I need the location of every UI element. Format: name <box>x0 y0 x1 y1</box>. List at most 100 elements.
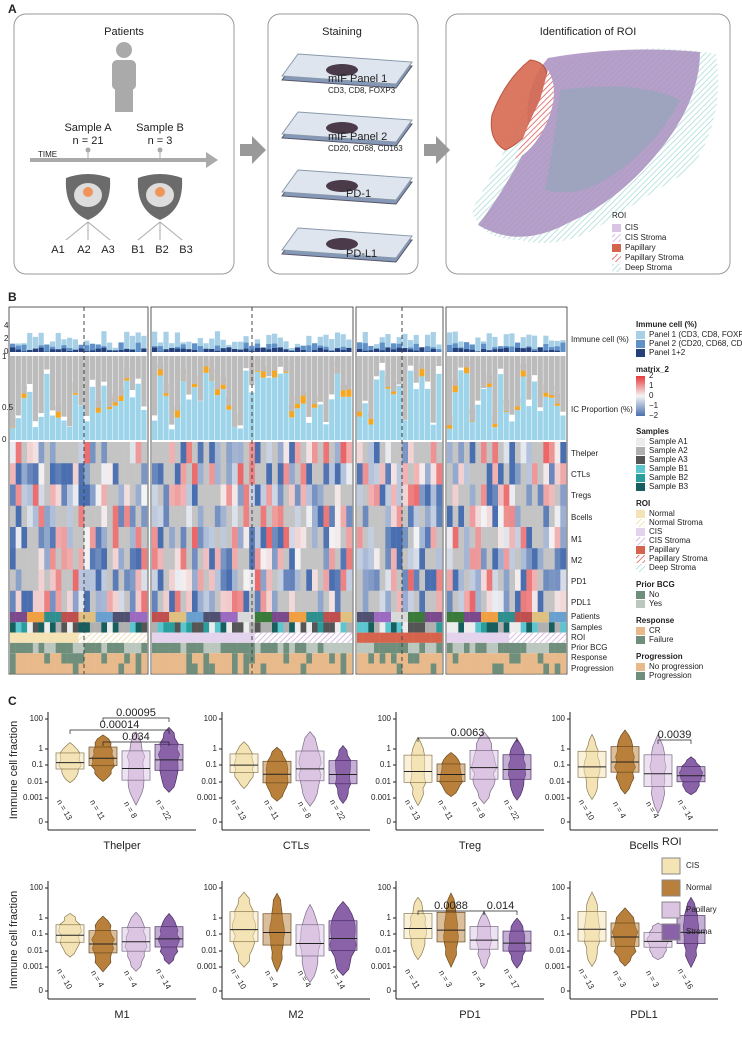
heat-cell <box>135 569 142 591</box>
box <box>610 922 640 947</box>
heat-cell <box>15 484 22 506</box>
heat-cell <box>232 463 238 485</box>
y-tick-label: 0.1 <box>206 929 218 938</box>
annotation-cell <box>503 653 510 664</box>
heat-cell <box>197 569 204 591</box>
heat-cell <box>220 548 227 570</box>
heat-cell <box>549 569 555 591</box>
annotation-cell <box>436 663 443 674</box>
ic-bar <box>21 398 27 440</box>
ic-bar <box>180 381 186 440</box>
annotation-cell <box>503 663 510 674</box>
heat-cell <box>277 569 284 591</box>
ic-bar <box>447 356 453 426</box>
legend-swatch <box>636 447 645 455</box>
heat-cell <box>537 590 544 613</box>
box <box>154 743 184 771</box>
annotation-cell <box>72 632 79 643</box>
heat-cell <box>197 527 204 549</box>
heat-cell <box>118 569 125 591</box>
heat-cell <box>101 484 108 506</box>
annotation-cell <box>135 632 142 643</box>
heat-cell <box>391 442 397 464</box>
heat-cell <box>294 527 301 549</box>
heat-cell <box>141 569 148 591</box>
annotation-cell <box>232 622 238 633</box>
annotation-cell <box>515 642 521 654</box>
annotation-cell <box>419 653 426 664</box>
ic-bar <box>306 422 312 440</box>
annotation-cell <box>503 622 510 633</box>
annotation-cell <box>254 653 261 664</box>
annotation-cell <box>32 622 39 633</box>
ic-bar <box>272 369 278 378</box>
annotation-cell <box>475 663 482 674</box>
bar-panel12 <box>402 348 408 352</box>
heat-cell <box>209 548 216 570</box>
annotation-cell <box>192 632 198 643</box>
heat-cell <box>436 442 443 464</box>
heat-cell <box>266 442 273 464</box>
ic-bar <box>89 386 96 440</box>
annotation-cell <box>543 642 550 654</box>
heat-cell <box>300 442 307 464</box>
annotation-cell <box>543 632 550 643</box>
heat-cell <box>55 590 62 613</box>
annotation-cell <box>72 612 79 623</box>
heat-cell <box>254 505 261 528</box>
bar-panel12 <box>374 348 380 352</box>
heat-cell <box>458 527 465 549</box>
annotation-cell <box>180 622 187 633</box>
heat-cell <box>272 463 278 485</box>
annotation-cell <box>306 622 313 633</box>
heat-cell <box>214 569 221 591</box>
heat-cell <box>67 463 73 485</box>
bar-panel12 <box>55 349 61 352</box>
heat-cell <box>486 590 493 613</box>
ic-bar <box>374 379 380 440</box>
heat-cell <box>174 527 181 549</box>
heat-cell <box>312 442 318 464</box>
person-body <box>112 60 136 90</box>
annotation-cell <box>385 612 392 623</box>
annotation-cell <box>554 642 561 654</box>
annotation-cell <box>503 612 510 623</box>
annotation-cell <box>317 642 324 654</box>
papillary-stroma <box>515 70 554 160</box>
annotation-cell <box>135 612 142 623</box>
heat-cell <box>515 590 521 613</box>
bar-panel2 <box>509 346 515 352</box>
heat-cell <box>492 569 499 591</box>
annotation-cell <box>492 663 499 674</box>
ic-bar <box>346 396 352 440</box>
annotation-cell <box>300 642 307 654</box>
legend-label: Normal Stroma <box>649 518 703 527</box>
heat-cell <box>312 590 318 613</box>
ic-bar <box>15 356 21 416</box>
heat-cell <box>72 548 79 570</box>
panel-label: A <box>8 2 17 16</box>
annotation-cell <box>180 653 187 664</box>
heat-cell <box>425 527 431 549</box>
heat-cell <box>413 484 420 506</box>
annotation-cell <box>419 663 426 674</box>
ic-bar <box>112 356 118 403</box>
row-label: Patients <box>571 612 600 621</box>
box <box>262 760 292 784</box>
heat-cell <box>232 442 238 464</box>
annotation-cell <box>174 653 181 664</box>
heat-cell <box>543 463 550 485</box>
ic-bar <box>283 356 289 372</box>
heat-cell <box>430 548 437 570</box>
annotation-cell <box>526 663 533 674</box>
bar-panel12 <box>243 348 249 352</box>
plot-title: Thelper <box>103 840 141 852</box>
heat-cell <box>209 463 216 485</box>
heat-cell <box>10 548 16 570</box>
plot-title: M1 <box>114 1009 129 1021</box>
heat-cell <box>118 442 125 464</box>
ic-bar <box>152 420 158 440</box>
y-tick-label: 4 <box>4 321 9 330</box>
annotation-cell <box>27 663 34 674</box>
heat-cell <box>214 484 221 506</box>
